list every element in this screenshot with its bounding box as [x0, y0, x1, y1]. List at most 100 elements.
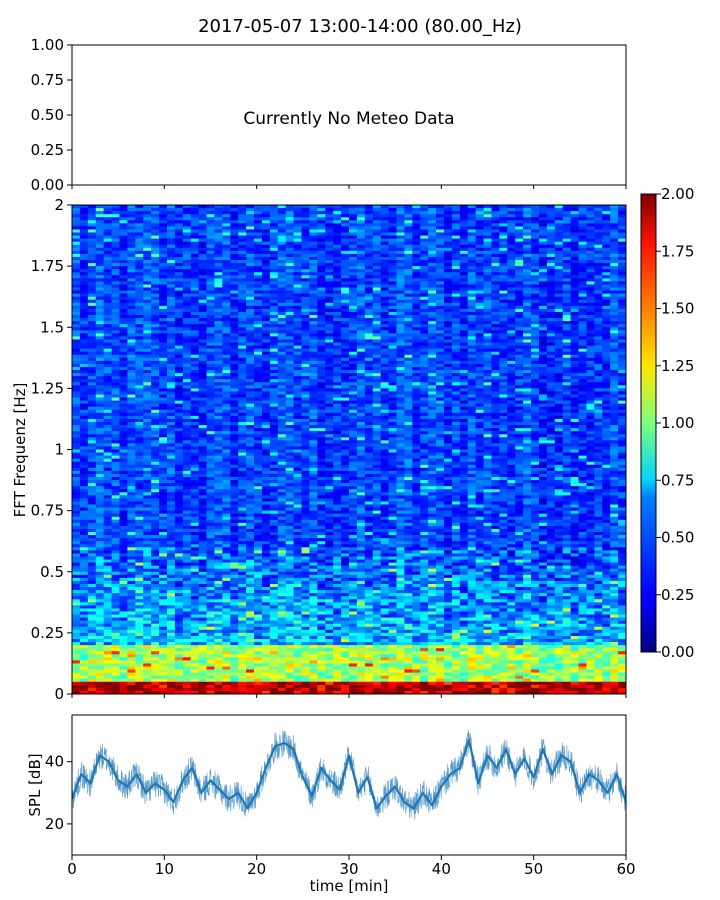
- spectrogram-cell: [356, 229, 366, 233]
- spectrogram-cells: [72, 205, 626, 694]
- spectrogram-cell: [523, 296, 532, 301]
- spectrogram-cell: [570, 373, 579, 377]
- spectrogram-cell: [317, 220, 326, 224]
- spectrogram-cell: [412, 229, 421, 233]
- spectrogram-cell: [119, 284, 128, 288]
- spectrogram-cell: [285, 397, 294, 401]
- spectrogram-cell: [364, 409, 374, 414]
- spectrogram-cell: [459, 403, 469, 408]
- spectrogram-cell: [467, 205, 477, 209]
- spectrogram-cell: [507, 391, 516, 395]
- spectrogram-cell: [364, 250, 374, 255]
- spectrogram-cell: [570, 281, 579, 285]
- spectrogram-cell: [293, 229, 302, 233]
- spectrogram-cell: [230, 226, 239, 230]
- spectrogram-cell: [491, 244, 500, 249]
- spectrogram-cell: [586, 336, 595, 340]
- spectrogram-cell: [562, 217, 571, 221]
- spectrogram-cell: [301, 305, 310, 310]
- spectrogram-cell: [72, 293, 81, 298]
- spectrogram-cell: [95, 354, 105, 359]
- spectrogram-cell: [269, 290, 279, 295]
- spectrogram-cell: [428, 275, 437, 279]
- spectrogram-cell: [309, 302, 318, 307]
- spectrogram-cell: [523, 391, 532, 395]
- spectrogram-cell: [341, 388, 350, 392]
- spectrogram-cell: [111, 373, 120, 377]
- spectrogram-cell: [531, 278, 540, 282]
- spectrogram-cell: [531, 305, 540, 310]
- spectrogram-cell: [285, 250, 294, 255]
- spectrogram-cell: [523, 217, 532, 221]
- spectrogram-cell: [531, 373, 540, 377]
- spectrogram-cell: [349, 266, 358, 270]
- spectrogram-cell: [166, 415, 176, 420]
- spectrogram-cell: [230, 412, 239, 417]
- spectrogram-cell: [412, 370, 421, 374]
- spectrogram-cell: [151, 247, 160, 252]
- spectrogram-cell: [95, 272, 105, 276]
- spectrogram-cell: [143, 373, 152, 377]
- spectrogram-cell: [586, 373, 595, 377]
- spectrogram-cell: [333, 400, 342, 405]
- spectrogram-cell: [222, 229, 231, 233]
- spectrogram-cell: [317, 330, 326, 334]
- spectrogram-cell: [459, 315, 469, 319]
- spectrogram-cell: [483, 311, 492, 316]
- spectrogram-cell: [451, 360, 461, 365]
- spectrogram-cell: [499, 223, 508, 227]
- spectrogram-cell: [412, 266, 421, 270]
- spectrogram-cell: [317, 351, 326, 356]
- spectrogram-cell: [182, 244, 192, 249]
- spectrogram-cell: [610, 406, 619, 411]
- spectrogram-cell: [594, 275, 603, 279]
- spectrogram-cell: [412, 382, 421, 386]
- spectrogram-cell: [285, 275, 294, 279]
- spectrogram-cell: [103, 266, 112, 270]
- spectrogram-cell: [554, 250, 564, 255]
- spectrogram-cell: [95, 287, 105, 291]
- spectrogram-cell: [618, 293, 626, 298]
- spectrogram-cell: [491, 354, 500, 359]
- spectrogram-cell: [372, 376, 382, 380]
- spectrogram-cell: [491, 318, 500, 322]
- spectrogram-cell: [333, 418, 342, 423]
- spectrogram-cell: [341, 315, 350, 319]
- spectrogram-cell: [293, 318, 302, 322]
- spectrogram-cell: [214, 241, 223, 246]
- spectrogram-cell: [301, 409, 310, 414]
- spectrogram-cell: [483, 333, 492, 337]
- spectrogram-cell: [143, 260, 152, 264]
- spectrogram-cell: [436, 281, 445, 285]
- spectrogram-cell: [230, 266, 239, 270]
- spectrogram-cell: [341, 253, 350, 258]
- spectrogram-cell: [79, 379, 89, 383]
- spectrogram-cell: [562, 287, 571, 291]
- spectrogram-cell: [570, 266, 579, 270]
- spectrogram-cell: [586, 214, 595, 218]
- spectrogram-cell: [127, 421, 136, 426]
- spectrogram-cell: [451, 256, 461, 261]
- spectrogram-cell: [333, 311, 342, 316]
- spectrogram-cell: [198, 318, 207, 322]
- spectrogram-cell: [531, 214, 540, 218]
- spectrogram-cell: [206, 415, 215, 420]
- spectrogram-cell: [428, 376, 437, 380]
- spectrogram-cell: [159, 226, 168, 230]
- spectrogram-cell: [546, 275, 556, 279]
- spectrogram-cell: [443, 287, 453, 291]
- spectrogram-cell: [72, 305, 81, 310]
- spectrogram-cell: [618, 336, 626, 340]
- spectrogram-cell: [451, 363, 461, 368]
- spectrogram-cell: [499, 229, 508, 233]
- spectrogram-cell: [412, 333, 421, 337]
- spectrogram-cell: [436, 339, 445, 343]
- spectrogram-cell: [182, 308, 192, 313]
- spectrogram-cell: [610, 397, 619, 401]
- spectrogram-cell: [412, 327, 421, 331]
- spectrogram-cell: [546, 382, 556, 386]
- spectrogram-cell: [515, 385, 524, 389]
- spectrogram-cell: [301, 311, 310, 316]
- spectrogram-cell: [610, 412, 619, 417]
- spectrogram-cell: [135, 391, 144, 395]
